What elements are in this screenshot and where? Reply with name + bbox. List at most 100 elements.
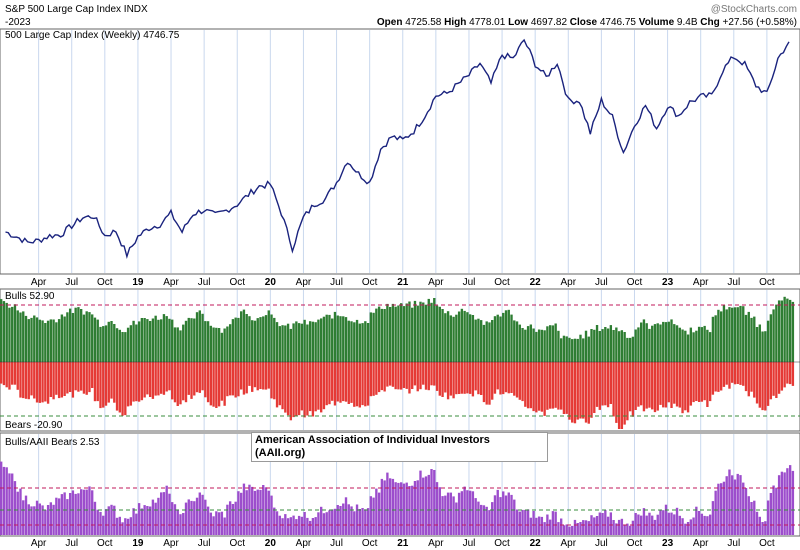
bears-bar — [118, 362, 121, 413]
bears-bar — [477, 362, 480, 395]
bulls-bar — [623, 332, 626, 362]
ratio-bar — [783, 472, 786, 535]
bears-bar — [251, 362, 254, 392]
bears-bar — [317, 362, 320, 410]
ratio-bar — [220, 511, 224, 535]
ratio-bar — [74, 493, 77, 535]
ratio-bar — [295, 519, 298, 535]
bulls-bar — [664, 322, 668, 362]
ratio-bar — [543, 522, 546, 535]
bears-bar — [780, 362, 784, 391]
bulls-bar — [281, 325, 284, 362]
bears-bar — [30, 362, 33, 396]
ratio-bar — [331, 509, 334, 535]
bears-bar — [430, 362, 433, 386]
bulls-bar — [317, 319, 320, 362]
bears-bar — [548, 362, 552, 409]
axis-tick-label: Apr — [296, 277, 312, 288]
bulls-bar — [234, 317, 237, 362]
bears-bar — [617, 362, 621, 429]
bulls-bar — [308, 321, 312, 362]
bears-bar — [383, 362, 386, 392]
axis-tick-label: Apr — [428, 538, 444, 549]
axis-tick-label: 21 — [397, 538, 409, 549]
ratio-bar — [377, 492, 381, 535]
bulls-bar — [700, 327, 704, 362]
bears-bar — [645, 362, 648, 409]
bulls-bar — [93, 317, 97, 362]
bulls-bar — [480, 320, 483, 362]
bears-bar — [408, 362, 411, 394]
bears-bar — [537, 362, 541, 411]
source-annotation: American Association of Individual Inves… — [251, 432, 548, 462]
bears-bar — [157, 362, 160, 396]
bulls-bar — [557, 330, 560, 362]
bulls-bar — [449, 315, 453, 362]
ratio-bar — [739, 475, 742, 535]
bulls-bar — [16, 310, 19, 362]
bulls-bar — [444, 313, 447, 362]
bulls-bar — [259, 317, 262, 362]
bulls-bar — [587, 336, 590, 362]
ratio-bar — [499, 497, 502, 535]
bulls-bar — [353, 322, 356, 362]
ratio-bar — [110, 504, 113, 535]
axis-tick-label: Oct — [229, 538, 245, 549]
bears-bar — [673, 362, 676, 404]
bulls-bar — [460, 308, 464, 362]
bears-bar — [576, 362, 579, 420]
ratio-bar — [231, 504, 235, 535]
ratio-bar — [761, 522, 764, 535]
bears-bar — [656, 362, 659, 411]
price-series — [5, 38, 790, 259]
ratio-bar — [427, 474, 430, 535]
bears-bar — [270, 362, 273, 399]
axis-tick-label: Oct — [627, 277, 643, 288]
bears-bar — [532, 362, 535, 412]
bears-bar — [695, 362, 698, 401]
ratio-bar — [135, 513, 138, 535]
ratio-bar — [535, 517, 538, 535]
bulls-bar — [176, 327, 179, 362]
ratio-bar — [444, 495, 447, 535]
ratio-bar — [742, 482, 745, 535]
ratio-bar — [320, 506, 323, 535]
bulls-bar — [262, 316, 265, 362]
bears-bar — [179, 362, 182, 405]
ratio-bar — [60, 494, 64, 535]
bulls-bar — [717, 309, 720, 362]
bears-bar — [675, 362, 679, 407]
bears-bar — [8, 362, 11, 390]
ratio-bar — [314, 517, 317, 535]
ratio-bar — [405, 482, 408, 535]
bulls-bar — [38, 319, 41, 362]
bears-bar — [595, 362, 599, 407]
ratio-bar — [140, 508, 144, 535]
ratio-bar — [750, 502, 753, 535]
ratio-bar — [80, 489, 83, 535]
bears-bar — [728, 362, 731, 389]
bears-bar — [482, 362, 486, 403]
bulls-bar — [132, 320, 135, 362]
bulls-bar — [582, 338, 585, 362]
ratio-bar — [562, 525, 566, 535]
ratio-bar — [786, 468, 789, 535]
ratio-bar — [24, 495, 28, 535]
bears-bar — [57, 362, 61, 399]
ratio-bar — [115, 517, 119, 535]
ratio-bar — [394, 482, 397, 535]
ratio-bar — [22, 500, 25, 535]
bulls-bar — [350, 321, 353, 362]
ratio-bar — [264, 487, 268, 535]
bulls-bar — [548, 325, 552, 362]
ratio-bar — [532, 511, 535, 535]
bulls-bar — [747, 311, 750, 362]
axis-tick-label: Apr — [163, 277, 179, 288]
bears-bar — [132, 362, 135, 402]
ratio-bar — [441, 496, 444, 535]
bears-bar — [253, 362, 257, 388]
bears-bar — [46, 362, 50, 404]
ratio-bar — [642, 508, 646, 535]
bears-bar — [714, 362, 717, 392]
bulls-bar — [452, 316, 455, 362]
